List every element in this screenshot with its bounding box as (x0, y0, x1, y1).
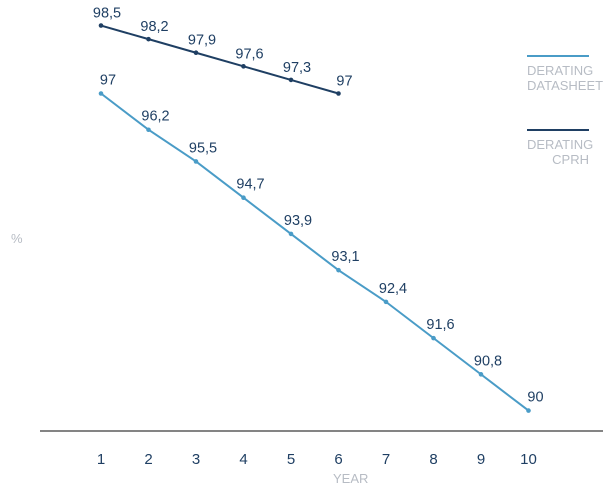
series-line (100, 92, 530, 412)
series-cprh: 98,5 98,2 97,9 97,6 97,3 97 (93, 6, 353, 96)
legend-swatch-cprh (527, 129, 589, 131)
data-point (146, 127, 151, 133)
data-label: 92,4 (379, 281, 407, 297)
data-label: 97,6 (235, 46, 263, 62)
x-tick-label: 2 (144, 451, 152, 468)
data-label: 91,6 (426, 317, 454, 333)
x-tick-label: 1 (97, 451, 105, 468)
data-point (241, 195, 246, 200)
x-tick-label: 10 (520, 451, 537, 468)
data-point (98, 23, 104, 28)
data-point (383, 299, 389, 305)
legend-label-cprh: DERATING CPRH (527, 137, 594, 167)
legend-item-cprh: DERATING CPRH (527, 129, 594, 167)
data-label: 94,7 (236, 177, 264, 193)
data-label: 95,5 (189, 140, 217, 156)
legend-label-datasheet: DERATING DATASHEET (527, 63, 604, 93)
data-label: 90 (527, 390, 543, 406)
data-point (146, 36, 151, 42)
data-point (478, 372, 484, 377)
data-point (98, 91, 104, 96)
data-label: 98,2 (140, 19, 168, 35)
data-point (336, 267, 341, 273)
legend-swatch-datasheet (527, 55, 589, 57)
data-label: 93,9 (284, 213, 312, 229)
data-point (288, 231, 294, 237)
x-tick-label: 3 (192, 451, 200, 468)
data-label: 97,3 (283, 60, 311, 76)
data-point (193, 50, 199, 56)
x-tick-label: 4 (239, 451, 247, 468)
series-datasheet: 97 96,2 95,5 94,7 93,9 93,1 92,4 91,6 90,8 90 (98, 73, 544, 413)
x-tick-label: 7 (382, 451, 390, 468)
data-label: 97 (100, 73, 116, 89)
data-point (241, 64, 246, 69)
x-axis-label: YEAR (333, 471, 369, 486)
data-point (193, 159, 199, 164)
data-label: 97,9 (188, 33, 216, 49)
data-point (526, 408, 531, 413)
legend-item-datasheet: DERATING DATASHEET (527, 55, 604, 93)
x-tick-label: 6 (334, 451, 342, 468)
data-label: 93,1 (331, 249, 359, 265)
series-layer: 97 96,2 95,5 94,7 93,9 93,1 92,4 91,6 90,8 90 98,5… (93, 6, 544, 413)
data-label: 90,8 (474, 353, 502, 369)
y-axis-label: % (11, 231, 23, 246)
data-point (431, 335, 436, 341)
x-tick-label: 5 (287, 451, 295, 468)
x-tick-labels: 1 2 3 4 5 6 7 8 9 10 (97, 451, 537, 468)
data-label: 97 (336, 74, 352, 90)
x-tick-label: 8 (429, 451, 437, 468)
data-label: 98,5 (93, 6, 121, 22)
data-point (288, 77, 294, 83)
data-label: 96,2 (141, 109, 169, 125)
data-point (336, 91, 341, 96)
series-line (100, 24, 339, 95)
x-tick-label: 9 (477, 451, 485, 468)
